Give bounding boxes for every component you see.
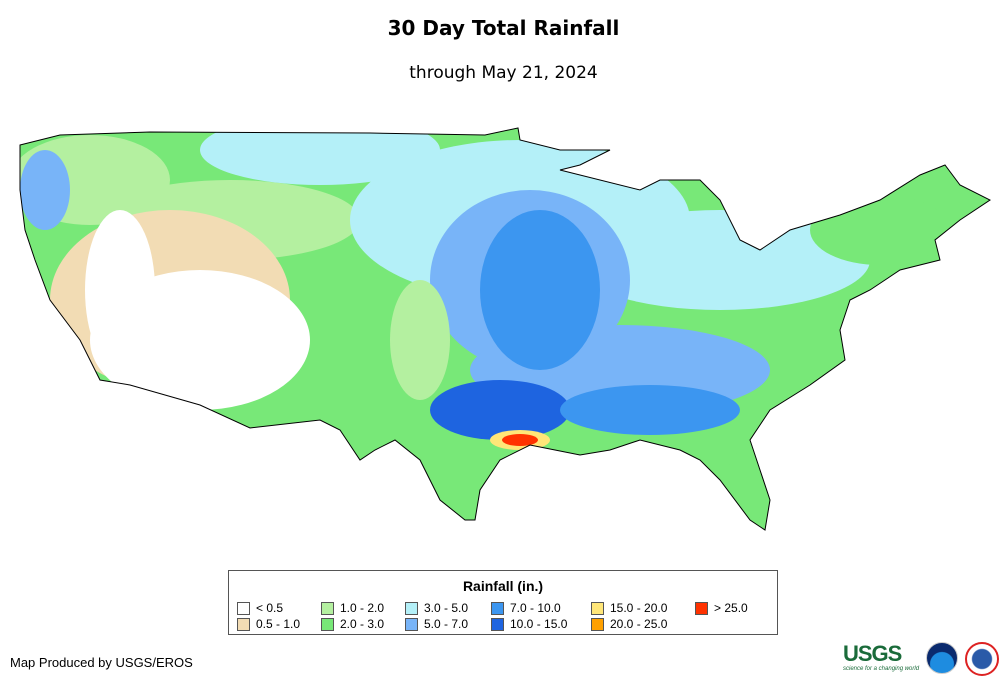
legend-label: < 0.5 (256, 601, 284, 615)
legend-item: 5.0 - 7.0 (405, 617, 468, 631)
legend-title: Rainfall (in.) (462, 578, 544, 594)
legend-swatch (695, 601, 708, 615)
legend-label: 3.0 - 5.0 (424, 601, 469, 615)
legend-swatch (491, 617, 504, 631)
legend-swatch (321, 617, 334, 631)
legend-item: 10.0 - 15.0 (491, 617, 567, 631)
legend-item: 15.0 - 20.0 (591, 601, 667, 615)
map-subtitle: through May 21, 2024 (409, 63, 598, 83)
legend-label: 10.0 - 15.0 (510, 617, 568, 631)
nws-logo-icon (965, 642, 999, 676)
rainfall-fill (20, 128, 990, 530)
usgs-tagline: science for a changing world (843, 666, 920, 672)
noaa-logo-icon (926, 642, 958, 674)
legend-label: 1.0 - 2.0 (340, 601, 385, 615)
legend-swatch (491, 601, 504, 615)
legend-item: 20.0 - 25.0 (591, 617, 667, 631)
usgs-logo-text: USGS (843, 641, 902, 666)
legend-label: 15.0 - 20.0 (610, 601, 668, 615)
legend-item: 7.0 - 10.0 (491, 601, 561, 615)
credit-text: Map Produced by USGS/EROS (10, 655, 193, 670)
legend-item: 1.0 - 2.0 (321, 601, 384, 615)
us-rainfall-map (19, 127, 991, 531)
legend-item: < 0.5 (237, 601, 283, 615)
legend-item: 2.0 - 3.0 (321, 617, 384, 631)
legend-swatch (591, 601, 604, 615)
legend-label: 5.0 - 7.0 (424, 617, 469, 631)
legend-item: 3.0 - 5.0 (405, 601, 468, 615)
legend-swatch (591, 617, 604, 631)
legend-label: 7.0 - 10.0 (510, 601, 561, 615)
legend-label: 2.0 - 3.0 (340, 617, 385, 631)
legend-swatch (237, 617, 250, 631)
legend-item: > 25.0 (695, 601, 748, 615)
legend-swatch (405, 601, 418, 615)
legend-label: > 25.0 (714, 601, 748, 615)
legend-label: 20.0 - 25.0 (610, 617, 668, 631)
legend-label: 0.5 - 1.0 (256, 617, 301, 631)
legend-swatch (237, 601, 250, 615)
legend-swatch (321, 601, 334, 615)
map-title: 30 Day Total Rainfall (387, 16, 620, 40)
legend-swatch (405, 617, 418, 631)
usgs-logo: USGS science for a changing world (843, 643, 919, 673)
legend-item: 0.5 - 1.0 (237, 617, 300, 631)
legend: Rainfall (in.) < 0.5 0.5 - 1.0 1.0 - 2.0… (228, 570, 778, 635)
